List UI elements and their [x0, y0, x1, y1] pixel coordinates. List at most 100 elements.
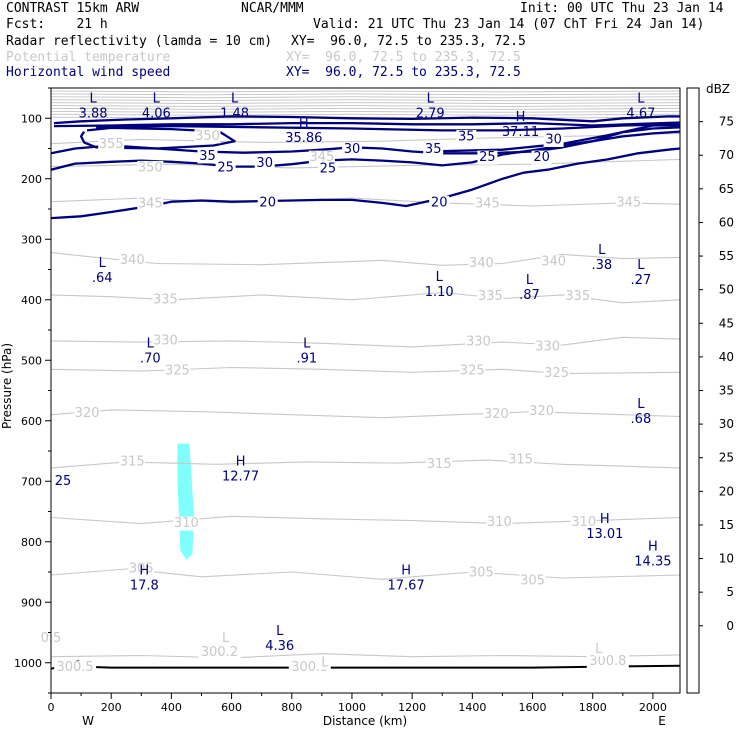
theta-label: 345 — [616, 195, 641, 210]
theta-label: 325 — [165, 364, 190, 379]
field-name-wind: Horizontal wind speed — [6, 65, 171, 80]
theta-label-bg — [468, 566, 495, 581]
extremum-value: 14.35 — [634, 554, 671, 569]
colorbar-tick-label: 30 — [719, 417, 734, 431]
wind-label: 20 — [533, 150, 550, 165]
extremum-l-marker: L — [89, 92, 97, 107]
y-tick-label: 100 — [21, 112, 42, 125]
upper-theta-bundle — [51, 90, 680, 119]
theta-label: L — [222, 631, 230, 646]
extremum-h-marker: H — [299, 116, 309, 131]
theta-label-bg — [477, 289, 504, 304]
extremum-l-marker: L — [99, 256, 107, 271]
extremum-value: .87 — [519, 288, 540, 303]
theta-contour-345 — [51, 197, 680, 207]
wind-label-bg — [342, 142, 362, 157]
forecast-hour: Fcst: 21 h — [6, 17, 108, 32]
colorbar-tick-label: 10 — [719, 552, 734, 566]
theta-label-bg — [319, 655, 330, 670]
extremum-value: .68 — [631, 412, 652, 427]
colorbar-tick-label: 35 — [719, 384, 734, 398]
extremum-l-marker: L — [303, 337, 311, 352]
theta-label-bg — [194, 129, 221, 144]
theta-label: 325 — [460, 364, 485, 379]
colorbar-tick-label: 5 — [726, 585, 734, 599]
wind-label-bg — [215, 160, 236, 175]
wind-label-bg — [477, 150, 498, 165]
y-tick-label: 600 — [21, 415, 42, 428]
model-name: CONTRAST 15km ARW — [6, 1, 140, 16]
extremum-value: 2.79 — [416, 107, 445, 122]
upper-theta-line — [51, 102, 680, 105]
theta-label: L — [595, 642, 603, 657]
init-time: Init: 00 UTC Thu 23 Jan 14 — [520, 1, 724, 16]
west-label: W — [82, 714, 94, 728]
colorbar-tick-label: 0 — [726, 619, 734, 633]
theta-label-bg — [74, 406, 101, 421]
y-tick-label: 1000 — [14, 657, 42, 670]
wind-label: 35 — [199, 149, 216, 164]
extremum-l-marker: L — [276, 624, 284, 639]
field-xy-reflectivity: XY= 96.0, 72.5 to 235.3, 72.5 — [291, 34, 526, 49]
theta-label-bg — [465, 335, 492, 350]
wind-label-bg — [257, 195, 278, 210]
wind-contour-35 — [79, 126, 236, 150]
colorbar-tick-label: 55 — [719, 249, 734, 263]
field-name-reflectivity: Radar reflectivity (lamda = 10 cm) — [6, 34, 273, 49]
plot-background — [51, 88, 680, 693]
theta-label-bg — [164, 364, 191, 379]
theta-label-bg — [593, 642, 604, 657]
theta-label-bg — [468, 256, 495, 271]
x-tick-label: 1000 — [338, 701, 366, 714]
theta-label: 335 — [565, 289, 590, 304]
wind-label: 35 — [458, 130, 475, 145]
theta-label: 330 — [466, 335, 491, 350]
theta-label: 340 — [541, 255, 566, 270]
wind-label: 35 — [425, 142, 442, 157]
axes: 0 200 400 600 800 1000 1200 1400 1600 1800 2000 100… — [14, 87, 667, 714]
wind-label-bg — [254, 156, 275, 171]
theta-label: 310 — [174, 516, 199, 531]
theta-label: 320 — [75, 406, 100, 421]
wind-label-bg — [429, 195, 450, 210]
contour-labels: 350 355 350 345 345 345 345 340 340 340 335 335 335 3… — [38, 92, 672, 675]
extremum-h-marker: H — [236, 455, 246, 470]
theta-label: 330 — [535, 339, 560, 354]
colorbar-tick-label: 20 — [719, 484, 734, 498]
extremum-value: 17.67 — [387, 579, 424, 594]
colorbar-tick-label: 70 — [719, 148, 734, 162]
theta-label: 340 — [469, 256, 494, 271]
theta-label: 300.5 — [56, 660, 93, 675]
theta-label-bg — [528, 404, 555, 419]
theta-label-bg — [519, 574, 546, 589]
upper-theta-line — [51, 113, 680, 116]
colorbar-tick-label: 15 — [719, 518, 734, 532]
colorbar-frame — [686, 87, 700, 694]
wind-contour-35 — [53, 115, 680, 125]
theta-label-bg — [486, 515, 513, 530]
theta-contour-300.5 — [51, 653, 680, 659]
y-axis-label: Pressure (hPa) — [0, 343, 14, 429]
theta-label-bg — [198, 645, 241, 660]
extremum-h-marker: H — [648, 539, 658, 554]
field-name-theta: Potential temperature — [6, 50, 171, 65]
x-tick-label: 800 — [281, 701, 302, 714]
colorbar-tick-label: 60 — [719, 215, 734, 229]
theta-label-bg — [128, 562, 155, 576]
theta-label: 305 — [469, 566, 494, 581]
theta-label: 345 — [309, 150, 334, 165]
theta-label-bg — [426, 457, 453, 472]
theta-label-bg — [564, 289, 591, 304]
theta-label-bg — [570, 515, 597, 530]
colorbar-unit: dBZ — [706, 82, 730, 96]
extremum-value: 12.77 — [222, 470, 259, 485]
x-tick-label: 400 — [161, 701, 182, 714]
theta-label: 315 — [508, 453, 533, 468]
wind-label-bg — [197, 149, 218, 164]
theta-label-bg — [459, 364, 486, 379]
x-tick-label: 1400 — [458, 701, 486, 714]
extremum-value: 13.01 — [586, 527, 623, 542]
wind-label: 30 — [545, 133, 562, 148]
theta-label: 320 — [484, 407, 509, 422]
extremum-l-marker: L — [526, 273, 534, 288]
